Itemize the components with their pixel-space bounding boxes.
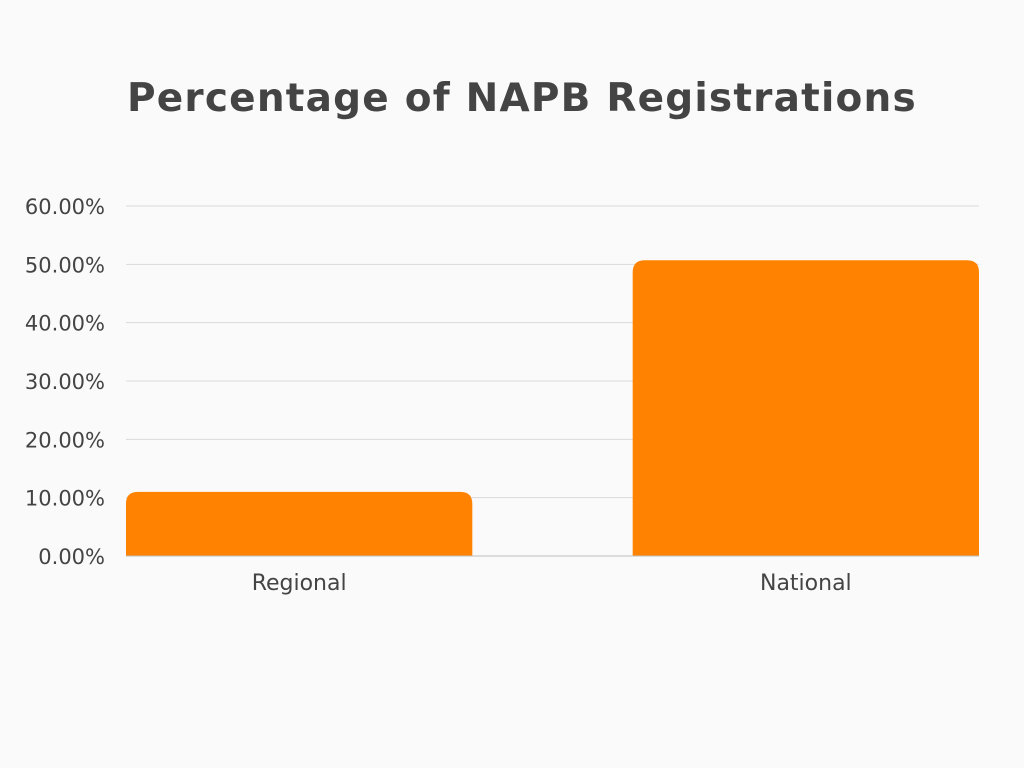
y-tick-label: 30.00%	[25, 370, 105, 394]
x-category-label: Regional	[252, 571, 347, 596]
y-tick-label: 20.00%	[25, 428, 105, 452]
bar-regional	[126, 491, 473, 556]
chart-title: Percentage of NAPB Registrations	[127, 76, 917, 121]
y-axis-tick-labels: 0.00% 10.00% 20.00% 30.00% 40.00% 50.00% 60.00…	[25, 195, 105, 569]
y-tick-label: 0.00%	[38, 545, 105, 569]
bars	[126, 260, 979, 556]
x-category-label: National	[760, 571, 852, 596]
bar-national	[632, 260, 979, 556]
y-tick-label: 10.00%	[25, 487, 105, 511]
x-axis-category-labels: Regional National	[252, 571, 852, 596]
y-tick-label: 40.00%	[25, 312, 105, 336]
y-tick-label: 60.00%	[25, 195, 105, 219]
y-tick-label: 50.00%	[25, 253, 105, 277]
